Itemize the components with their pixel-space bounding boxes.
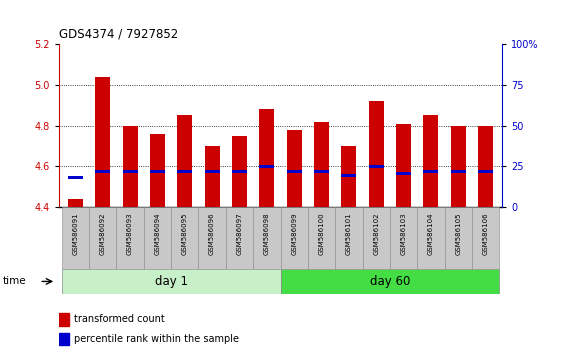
- Bar: [150, 170, 165, 173]
- Bar: [396, 172, 411, 175]
- Bar: [95, 77, 110, 207]
- Bar: [424, 170, 439, 173]
- Bar: [177, 170, 192, 173]
- Bar: [342, 146, 356, 207]
- Text: GSM586096: GSM586096: [209, 212, 215, 255]
- Bar: [314, 170, 329, 173]
- Bar: [369, 101, 384, 207]
- Bar: [232, 170, 247, 173]
- Bar: [226, 207, 253, 269]
- Bar: [259, 109, 274, 207]
- Bar: [68, 176, 83, 179]
- Bar: [177, 115, 192, 207]
- Text: percentile rank within the sample: percentile rank within the sample: [75, 334, 240, 344]
- Bar: [390, 207, 417, 269]
- Bar: [369, 165, 384, 168]
- Text: GSM586102: GSM586102: [373, 212, 379, 255]
- Bar: [59, 313, 68, 326]
- Bar: [68, 199, 83, 207]
- Bar: [342, 174, 356, 177]
- Bar: [287, 130, 302, 207]
- Text: GSM586103: GSM586103: [401, 212, 407, 255]
- Text: GSM586099: GSM586099: [291, 212, 297, 255]
- Bar: [259, 165, 274, 168]
- Bar: [280, 269, 499, 294]
- Bar: [451, 126, 466, 207]
- Bar: [122, 126, 137, 207]
- Text: GDS4374 / 7927852: GDS4374 / 7927852: [59, 28, 178, 41]
- Bar: [205, 146, 219, 207]
- Text: day 60: day 60: [370, 275, 410, 288]
- Bar: [62, 207, 89, 269]
- Bar: [280, 207, 308, 269]
- Text: day 1: day 1: [155, 275, 187, 288]
- Text: GSM586092: GSM586092: [100, 212, 105, 255]
- Bar: [424, 115, 439, 207]
- Bar: [116, 207, 144, 269]
- Bar: [150, 134, 165, 207]
- Bar: [335, 207, 362, 269]
- Text: GSM586101: GSM586101: [346, 212, 352, 255]
- Bar: [253, 207, 280, 269]
- Bar: [287, 170, 302, 173]
- Bar: [89, 207, 116, 269]
- Bar: [308, 207, 335, 269]
- Bar: [314, 122, 329, 207]
- Bar: [472, 207, 499, 269]
- Bar: [171, 207, 199, 269]
- Bar: [478, 126, 493, 207]
- Bar: [478, 170, 493, 173]
- Text: GSM586097: GSM586097: [237, 212, 242, 255]
- Bar: [396, 124, 411, 207]
- Bar: [417, 207, 445, 269]
- Bar: [205, 170, 219, 173]
- Text: GSM586106: GSM586106: [482, 212, 489, 255]
- Bar: [451, 170, 466, 173]
- Text: GSM586105: GSM586105: [456, 212, 461, 255]
- Bar: [122, 170, 137, 173]
- Bar: [95, 170, 110, 173]
- Bar: [59, 333, 68, 346]
- Text: GSM586094: GSM586094: [154, 212, 160, 255]
- Bar: [232, 136, 247, 207]
- Text: GSM586095: GSM586095: [182, 212, 188, 255]
- Text: GSM586093: GSM586093: [127, 212, 133, 255]
- Bar: [144, 207, 171, 269]
- Bar: [362, 207, 390, 269]
- Bar: [445, 207, 472, 269]
- Text: GSM586104: GSM586104: [428, 212, 434, 255]
- Text: time: time: [3, 276, 26, 286]
- Bar: [62, 269, 280, 294]
- Text: transformed count: transformed count: [75, 314, 165, 325]
- Text: GSM586100: GSM586100: [319, 212, 324, 255]
- Bar: [199, 207, 226, 269]
- Text: GSM586098: GSM586098: [264, 212, 270, 255]
- Text: GSM586091: GSM586091: [72, 212, 79, 255]
